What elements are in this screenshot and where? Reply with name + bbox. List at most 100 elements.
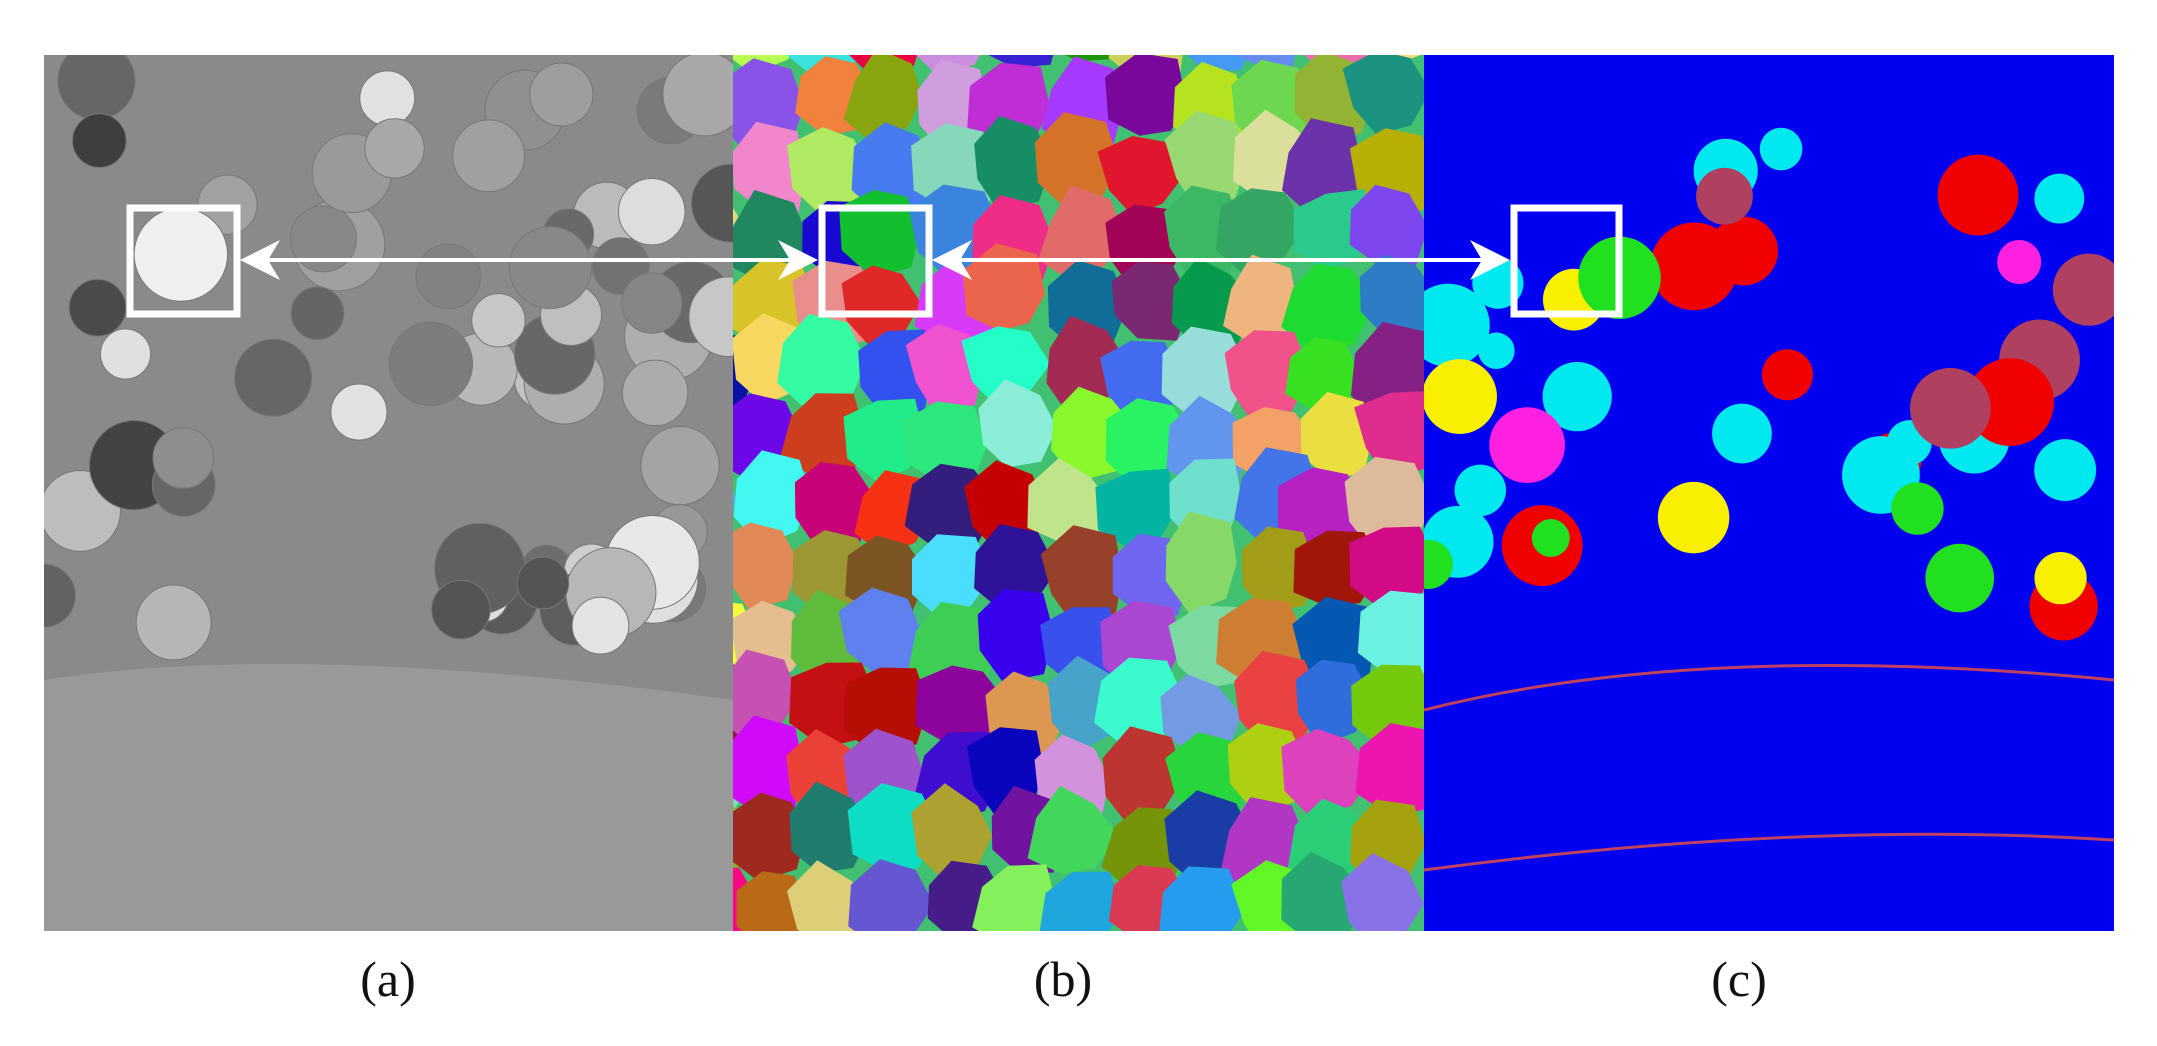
segment (839, 190, 921, 278)
field (68, 278, 127, 337)
segment (912, 534, 992, 617)
panel-label: (c) (1711, 951, 1767, 1007)
segment (915, 665, 1007, 746)
class-region (1478, 332, 1515, 370)
segment (988, 55, 1054, 68)
segment (733, 715, 804, 813)
segment (1105, 55, 1186, 136)
segment (901, 401, 988, 482)
segment (1349, 526, 1424, 610)
segment (787, 127, 870, 216)
segment (974, 115, 1054, 213)
highlight-box (1510, 204, 1623, 318)
field (99, 328, 152, 380)
segment (1039, 871, 1123, 931)
segment (1341, 853, 1424, 931)
class-region (1759, 127, 1803, 171)
segment (911, 783, 992, 882)
segment (978, 379, 1057, 468)
field (388, 321, 474, 406)
segment (1160, 674, 1242, 756)
segment (1281, 852, 1366, 931)
class-region (2034, 173, 2085, 224)
segment (736, 871, 807, 931)
segment (1281, 263, 1375, 357)
segment (1095, 468, 1178, 549)
class-region (1709, 216, 1779, 286)
segment (1285, 337, 1358, 412)
segment (1161, 326, 1250, 419)
segment (1354, 391, 1424, 481)
segment (1281, 728, 1376, 822)
segment (1027, 785, 1119, 875)
class-region (2034, 552, 2087, 605)
panel-label: (a) (360, 951, 416, 1007)
segment (972, 864, 1057, 931)
segment (1094, 657, 1185, 750)
segment (974, 524, 1058, 611)
segment (1040, 525, 1123, 626)
class-region (1424, 539, 1453, 590)
segment (789, 781, 871, 873)
segment (1105, 398, 1197, 490)
highlight-box (818, 204, 933, 318)
field (621, 272, 683, 334)
field (621, 359, 689, 427)
segment (1165, 732, 1247, 820)
segment (1300, 391, 1372, 478)
field (431, 579, 491, 640)
segment (780, 393, 865, 479)
class-region (1424, 283, 1490, 367)
segment (733, 488, 736, 515)
segment (1357, 590, 1424, 677)
class-region (1891, 482, 1944, 535)
field (529, 62, 594, 127)
field (571, 596, 630, 655)
segment (848, 859, 935, 931)
segment (838, 587, 922, 673)
class-region (1657, 481, 1730, 554)
annotations (126, 204, 1623, 318)
segment (1159, 866, 1245, 931)
field (471, 293, 526, 348)
field (135, 584, 212, 661)
class-region (1712, 403, 1772, 464)
class-region (1761, 349, 1813, 401)
field (152, 427, 215, 489)
field (133, 207, 229, 302)
field (618, 177, 686, 246)
segment (1097, 136, 1185, 215)
segment (1027, 458, 1113, 547)
field (290, 286, 345, 341)
segment (1034, 112, 1120, 209)
segment (1111, 262, 1191, 341)
highlight-box (126, 204, 241, 318)
class-region (1910, 367, 1991, 449)
segment (1064, 55, 1113, 62)
segment (1102, 726, 1184, 829)
panel-label: (b) (1034, 951, 1092, 1007)
class-region (2034, 439, 2097, 502)
panel-segments (733, 55, 1424, 931)
field (359, 70, 416, 127)
segment (908, 602, 1001, 693)
segment (964, 460, 1049, 552)
field (57, 55, 136, 120)
segment (1165, 511, 1237, 614)
segment (977, 589, 1054, 683)
field (364, 118, 425, 179)
class-region (1489, 407, 1565, 483)
segment (843, 667, 930, 758)
field (234, 338, 313, 417)
field (640, 425, 720, 506)
class-region (1542, 361, 1612, 432)
segment (777, 314, 867, 412)
panel-grayscale (44, 55, 733, 931)
segment (733, 649, 799, 743)
segment (1342, 55, 1424, 135)
segment (733, 522, 799, 610)
class-region (1454, 464, 1507, 517)
river-edge (1424, 663, 2114, 712)
class-region (1424, 359, 1497, 434)
